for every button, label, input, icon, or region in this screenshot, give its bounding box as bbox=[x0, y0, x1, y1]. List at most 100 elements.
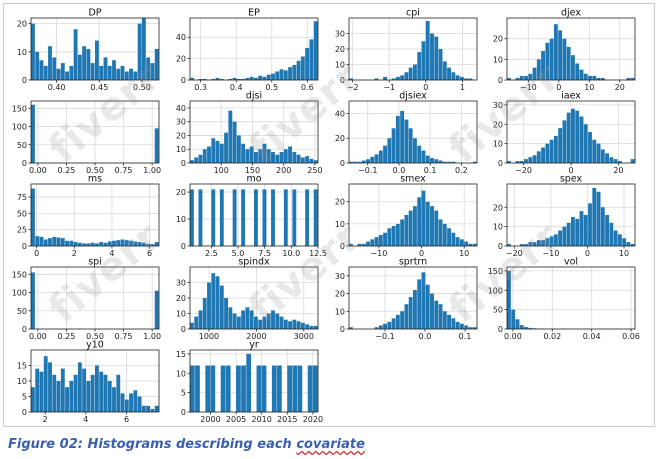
axes-frame bbox=[30, 17, 160, 81]
histogram-bar bbox=[617, 234, 622, 247]
histogram-bar bbox=[266, 74, 271, 80]
histogram-bar bbox=[246, 353, 252, 413]
x-tick-label: 10 bbox=[459, 249, 469, 258]
histogram-bar bbox=[524, 75, 528, 80]
histogram-bar bbox=[275, 313, 280, 329]
histogram-bar bbox=[541, 147, 545, 163]
histogram-bar bbox=[296, 154, 301, 163]
histogram-bar bbox=[562, 120, 567, 164]
y-tick-label: 10 bbox=[17, 48, 27, 57]
histogram-bar bbox=[312, 365, 318, 412]
y-tick-label: 20 bbox=[335, 198, 345, 207]
histogram-bar bbox=[434, 159, 439, 163]
histogram-bar bbox=[287, 365, 292, 412]
histogram-bar bbox=[408, 67, 413, 80]
x-tick-label: 1.00 bbox=[143, 166, 161, 175]
chart-title: sprtrn bbox=[399, 257, 427, 268]
histogram-bar bbox=[241, 365, 246, 412]
histogram-bar bbox=[378, 325, 383, 329]
histogram-bar bbox=[211, 273, 216, 329]
histogram-bar bbox=[190, 189, 194, 246]
chart-title: cpi bbox=[406, 8, 420, 19]
histogram-bar bbox=[511, 309, 516, 330]
histogram-vol: 0.00 0.02 0.04 0.06 0 50 100 150 vol bbox=[488, 257, 640, 342]
histogram-bar bbox=[592, 75, 597, 80]
histogram-bar bbox=[408, 297, 413, 329]
histogram-bar bbox=[395, 223, 400, 246]
chart-title: mo bbox=[246, 174, 261, 185]
histogram-bar bbox=[600, 77, 605, 80]
histogram-bar bbox=[210, 365, 216, 412]
histogram-bar bbox=[434, 300, 439, 329]
histogram-bar bbox=[154, 128, 159, 163]
histogram-bar bbox=[154, 290, 159, 329]
histogram-bar bbox=[353, 161, 358, 163]
histogram-bar bbox=[421, 272, 426, 329]
histogram-bar bbox=[120, 65, 125, 80]
histogram-bar bbox=[374, 154, 379, 163]
histogram-bar bbox=[198, 154, 203, 163]
histogram-bar bbox=[434, 210, 439, 246]
histogram-bar bbox=[77, 54, 82, 80]
histogram-bar bbox=[404, 215, 409, 246]
x-tick-label: 2 bbox=[72, 249, 77, 258]
x-tick-label: 200 bbox=[276, 166, 291, 175]
histogram-bar bbox=[507, 77, 511, 80]
histogram-bar bbox=[258, 149, 263, 163]
histogram-bar bbox=[77, 242, 82, 246]
histogram-bar bbox=[288, 67, 292, 80]
histogram-bar bbox=[190, 160, 194, 163]
histogram-bar bbox=[532, 67, 537, 80]
histogram-spindx: 1000 2000 3000 0 10 20 30 spindx bbox=[176, 257, 319, 341]
histogram-bar bbox=[194, 316, 199, 329]
histogram-bar bbox=[292, 151, 297, 163]
histogram-bar bbox=[245, 77, 250, 80]
histogram-bar bbox=[545, 143, 550, 164]
y-tick-label: 30 bbox=[335, 272, 345, 281]
histogram-bar bbox=[391, 318, 396, 329]
histogram-bar bbox=[292, 319, 297, 329]
chart-title: smex bbox=[400, 174, 426, 185]
histogram-bar bbox=[283, 319, 288, 329]
histogram-bar bbox=[86, 243, 91, 246]
y-tick-label: 0 bbox=[181, 325, 186, 334]
y-tick-label: 0 bbox=[181, 242, 186, 251]
x-tick-label: 6 bbox=[124, 415, 129, 424]
chart-title: djex bbox=[561, 8, 581, 19]
histogram-bar bbox=[283, 149, 288, 163]
histogram-bar bbox=[198, 189, 203, 246]
histogram-bar bbox=[383, 76, 387, 80]
histogram-bar bbox=[60, 368, 65, 412]
y-tick-label: 150 bbox=[488, 267, 503, 276]
histogram-bar bbox=[194, 157, 199, 163]
histogram-bar bbox=[56, 381, 61, 412]
histogram-bar bbox=[241, 143, 246, 163]
histogram-bar bbox=[275, 71, 280, 80]
histogram-y10: 2 4 6 0 5 10 15 y10 bbox=[17, 340, 160, 424]
histogram-bar bbox=[279, 316, 284, 329]
histogram-bar bbox=[417, 279, 422, 329]
histogram-bar bbox=[383, 145, 387, 163]
y-tick-label: 50 bbox=[17, 209, 27, 218]
histogram-bar bbox=[95, 243, 99, 246]
histogram-bar bbox=[292, 65, 297, 80]
histogram-bar bbox=[120, 393, 125, 412]
histogram-bar bbox=[438, 304, 443, 329]
x-tick-label: −0.1 bbox=[375, 332, 394, 341]
histogram-bar bbox=[588, 132, 592, 163]
histogram-bar bbox=[35, 51, 40, 80]
axes-frame bbox=[189, 183, 319, 247]
x-tick-label: 2000 bbox=[200, 415, 220, 424]
x-tick-label: 0.25 bbox=[58, 166, 76, 175]
x-tick-label: 250 bbox=[307, 166, 322, 175]
histogram-bar bbox=[472, 161, 477, 163]
histogram-bar bbox=[225, 365, 231, 412]
histogram-bar bbox=[417, 145, 422, 163]
x-tick-label: 0.25 bbox=[58, 332, 76, 341]
histogram-bar bbox=[224, 132, 228, 163]
histogram-bar bbox=[387, 228, 392, 246]
histogram-bar bbox=[464, 241, 469, 246]
histogram-bar bbox=[451, 318, 456, 329]
histogram-bar bbox=[626, 242, 631, 247]
histogram-bar bbox=[447, 228, 451, 246]
